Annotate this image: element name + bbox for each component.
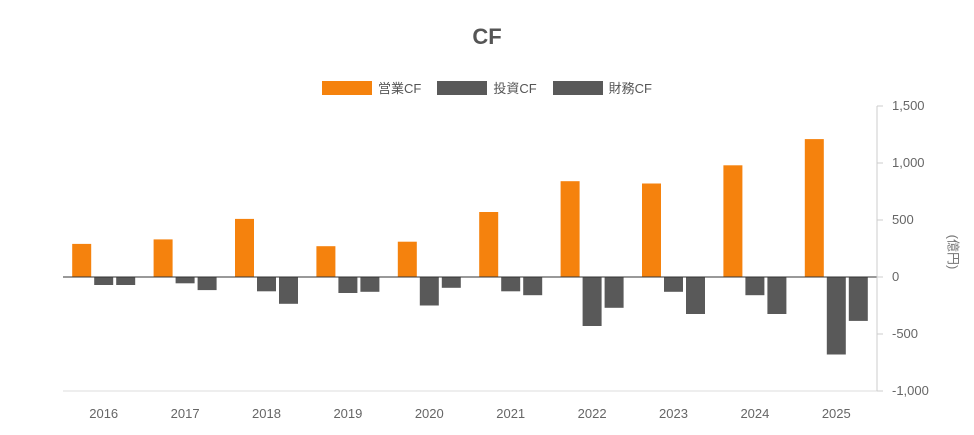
y-tick-label-5: -1,000 — [892, 383, 929, 398]
legend-item-financing-cf[interactable]: 財務CF — [552, 78, 653, 97]
legend-swatch-financing-cf — [552, 80, 603, 95]
legend-swatch-operating-cf — [321, 80, 372, 95]
y-tick-label-2: 500 — [892, 212, 914, 227]
chart-title: CF — [472, 24, 502, 49]
bar-series-1-2022 — [582, 277, 602, 326]
bar-series-1-2016 — [94, 277, 114, 285]
bar-series-0-2020 — [397, 241, 417, 277]
x-tick-label-2016: 2016 — [89, 406, 118, 421]
bar-series-0-2025 — [804, 139, 824, 277]
bar-series-0-2022 — [560, 181, 580, 277]
bar-series-2-2018 — [279, 277, 298, 304]
bar-series-1-2024 — [745, 277, 765, 296]
bar-series-1-2018 — [257, 277, 276, 292]
bar-series-1-2023 — [664, 277, 683, 292]
bar-series-1-2025 — [826, 277, 846, 355]
legend-item-operating-cf[interactable]: 営業CF — [321, 78, 422, 97]
bar-series-2-2019 — [360, 277, 380, 292]
x-tick-label-2021: 2021 — [496, 406, 525, 421]
bar-series-1-2021 — [501, 277, 521, 292]
bar-series-2-2020 — [441, 277, 461, 288]
x-tick-label-2023: 2023 — [659, 406, 688, 421]
bar-series-2-2025 — [848, 277, 868, 321]
bar-series-1-2020 — [419, 277, 439, 306]
bar-series-2-2017 — [197, 277, 217, 291]
x-tick-label-2019: 2019 — [333, 406, 362, 421]
legend-item-investing-cf[interactable]: 投資CF — [437, 78, 537, 97]
legend-label-investing-cf: 投資CF — [493, 81, 537, 96]
bar-series-0-2024 — [723, 165, 743, 277]
y-axis-label: (億円) — [945, 234, 961, 270]
bar-series-1-2019 — [338, 277, 358, 293]
x-tick-label-2024: 2024 — [740, 406, 769, 421]
bar-series-0-2017 — [153, 239, 173, 277]
bar-series-2-2024 — [767, 277, 787, 314]
bar-series-2-2021 — [523, 277, 543, 296]
x-tick-label-2020: 2020 — [415, 406, 444, 421]
x-tick-label-2025: 2025 — [822, 406, 851, 421]
bar-series-2-2016 — [116, 277, 136, 285]
x-tick-label-2022: 2022 — [578, 406, 607, 421]
chart-legend: 営業CF 投資CF 財務CF — [0, 78, 974, 97]
x-tick-label-2017: 2017 — [171, 406, 200, 421]
y-tick-label-0: 1,500 — [892, 98, 925, 113]
bar-series-0-2018 — [235, 218, 254, 277]
y-tick-label-4: -500 — [892, 326, 918, 341]
y-tick-label-1: 1,000 — [892, 155, 925, 170]
legend-label-financing-cf: 財務CF — [608, 81, 653, 96]
bar-series-1-2017 — [175, 277, 195, 284]
bar-series-0-2021 — [479, 212, 499, 277]
bar-series-0-2019 — [316, 246, 336, 277]
bar-series-2-2023 — [686, 277, 705, 314]
y-tick-label-3: 0 — [892, 269, 899, 284]
bar-series-0-2023 — [642, 183, 661, 277]
bar-series-0-2016 — [72, 243, 92, 277]
x-tick-label-2018: 2018 — [252, 406, 281, 421]
legend-swatch-investing-cf — [437, 80, 488, 95]
bar-series-2-2022 — [604, 277, 624, 308]
legend-label-operating-cf: 営業CF — [377, 81, 422, 96]
